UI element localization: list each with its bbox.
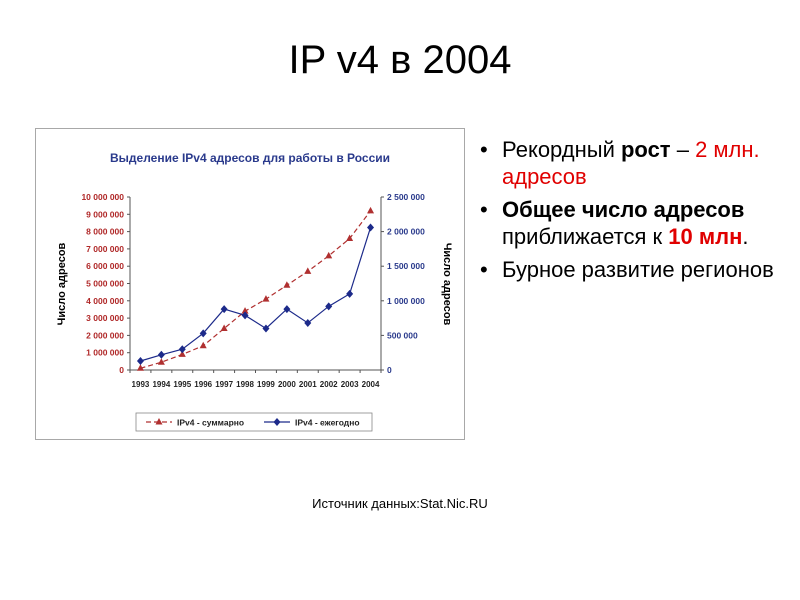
series-point-triangle	[241, 307, 249, 314]
bullet-text-part: Бурное развитие регионов	[502, 257, 774, 282]
series-line	[140, 210, 372, 369]
series-point-diamond	[157, 350, 165, 359]
series-point-diamond	[178, 345, 186, 354]
x-tick-label: 2003	[341, 380, 359, 389]
series-point-diamond	[241, 311, 249, 320]
y-tick-label-right: 1 500 000	[387, 261, 425, 271]
bullet-text-part: приближается к	[502, 224, 669, 249]
series-point-triangle	[157, 358, 165, 365]
y-axis-label-right: Число адресов	[441, 243, 453, 326]
series-point-triangle	[304, 267, 312, 274]
bullet-item: Общее число адресов приближается к 10 мл…	[478, 196, 778, 250]
series-point-triangle	[262, 295, 270, 302]
y-axis-label-left: Число адресов	[56, 242, 68, 325]
series-point-diamond	[325, 302, 333, 311]
series-point-triangle	[220, 324, 228, 331]
series-point-triangle	[367, 206, 375, 214]
chart-svg: Выделение IPv4 адресов для работы в Росс…	[56, 151, 453, 432]
x-tick-label: 1996	[194, 380, 212, 389]
y-tick-label-left: 6 000 000	[86, 261, 124, 271]
y-tick-label-left: 9 000 000	[86, 209, 124, 219]
bullet-item: Бурное развитие регионов	[478, 256, 778, 283]
series-point-diamond	[136, 357, 144, 366]
y-tick-label-left: 1 000 000	[86, 348, 124, 358]
x-tick-label: 1994	[152, 380, 170, 389]
series-point-triangle	[199, 341, 207, 349]
x-tick-label: 1998	[236, 380, 254, 389]
slide-title: IP v4 в 2004	[288, 38, 512, 82]
x-tick-label: 2002	[320, 380, 338, 389]
y-tick-label-right: 1 000 000	[387, 296, 425, 306]
bullet-text-part: .	[742, 224, 749, 249]
x-tick-label: 1993	[132, 380, 150, 389]
series-point-diamond	[273, 418, 281, 426]
series-point-triangle	[346, 234, 354, 242]
x-tick-label: 2001	[299, 380, 317, 389]
y-tick-label-left: 4 000 000	[86, 296, 124, 306]
y-tick-label-left: 0	[119, 365, 124, 375]
bullet-text-part: 2 млн. адресов	[502, 137, 760, 189]
chart-title: Выделение IPv4 адресов для работы в Росс…	[110, 151, 390, 165]
bullet-list: Рекордный рост – 2 млн. адресов Общее чис…	[478, 136, 778, 289]
y-tick-label-left: 8 000 000	[86, 227, 124, 237]
series-point-diamond	[346, 289, 354, 298]
bullet-text-part: Рекордный	[502, 137, 621, 162]
y-tick-label-right: 0	[387, 365, 392, 375]
y-tick-label-left: 7 000 000	[86, 244, 124, 254]
x-tick-label: 2000	[278, 380, 296, 389]
bullet-text-part: рост	[620, 137, 671, 162]
y-tick-label-left: 10 000 000	[81, 192, 124, 202]
legend-label: IPv4 - суммарно	[177, 418, 244, 428]
series-point-triangle	[178, 350, 186, 357]
series-point-triangle	[136, 364, 144, 371]
chart-frame: Выделение IPv4 адресов для работы в Росс…	[35, 128, 465, 440]
y-tick-label-right: 2 000 000	[387, 227, 425, 237]
series-point-diamond	[220, 305, 228, 314]
series-point-diamond	[262, 324, 270, 333]
series-line	[140, 227, 372, 362]
y-tick-label-right: 2 500 000	[387, 192, 425, 202]
series-point-triangle	[155, 418, 163, 425]
x-tick-label: 1999	[257, 380, 275, 389]
x-tick-label: 1995	[173, 380, 191, 389]
series-point-triangle	[325, 251, 333, 259]
bullet-text-part: –	[670, 137, 696, 162]
y-tick-label-left: 2 000 000	[86, 330, 124, 340]
series-point-diamond	[304, 318, 312, 327]
chart-legend: IPv4 - суммарно IPv4 - ежегодно	[135, 412, 373, 432]
series-point-diamond	[283, 305, 291, 314]
series-point-diamond	[199, 329, 207, 338]
x-tick-label: 2004	[362, 380, 380, 389]
x-tick-label: 1997	[215, 380, 233, 389]
bullet-item: Рекордный рост – 2 млн. адресов	[478, 136, 778, 190]
legend-label: IPv4 - ежегодно	[295, 418, 360, 428]
source-note: Источник данных:Stat.Nic.RU	[312, 496, 488, 511]
y-tick-label-left: 5 000 000	[86, 279, 124, 289]
plot-layer: 0 1 000 000 2 000 000 3 000 000 4 000 000 5 0…	[81, 192, 425, 389]
series-point-triangle	[283, 281, 291, 288]
legend-box	[135, 412, 373, 432]
y-tick-label-left: 3 000 000	[86, 313, 124, 323]
bullet-text-part: Общее число адресов	[502, 197, 745, 222]
bullet-text-part: 10 млн	[668, 224, 743, 249]
y-tick-label-right: 500 000	[387, 330, 418, 340]
series-point-diamond	[367, 223, 375, 232]
